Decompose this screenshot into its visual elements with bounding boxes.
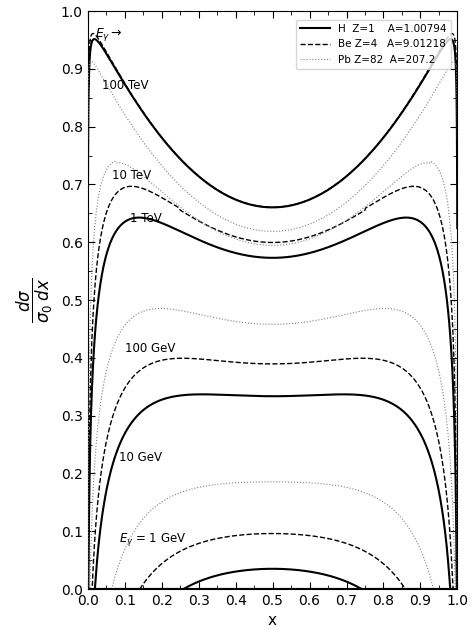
Text: $E_{\gamma}\rightarrow$: $E_{\gamma}\rightarrow$ <box>95 25 123 42</box>
Text: 1 TeV: 1 TeV <box>130 212 162 225</box>
X-axis label: x: x <box>268 614 277 628</box>
Text: 100 GeV: 100 GeV <box>125 342 175 355</box>
Text: 100 TeV: 100 TeV <box>102 79 149 92</box>
Text: $E_{\gamma}$ = 1 GeV: $E_{\gamma}$ = 1 GeV <box>119 531 187 548</box>
Text: 10 GeV: 10 GeV <box>119 451 162 463</box>
Y-axis label: $\dfrac{d\sigma}{\sigma_0\; dx}$: $\dfrac{d\sigma}{\sigma_0\; dx}$ <box>15 277 55 323</box>
Legend: H  Z=1    A=1.00794, Be Z=4   A=9.01218, Pb Z=82  A=207.2: H Z=1 A=1.00794, Be Z=4 A=9.01218, Pb Z=… <box>296 20 451 68</box>
Text: 10 TeV: 10 TeV <box>112 169 151 182</box>
